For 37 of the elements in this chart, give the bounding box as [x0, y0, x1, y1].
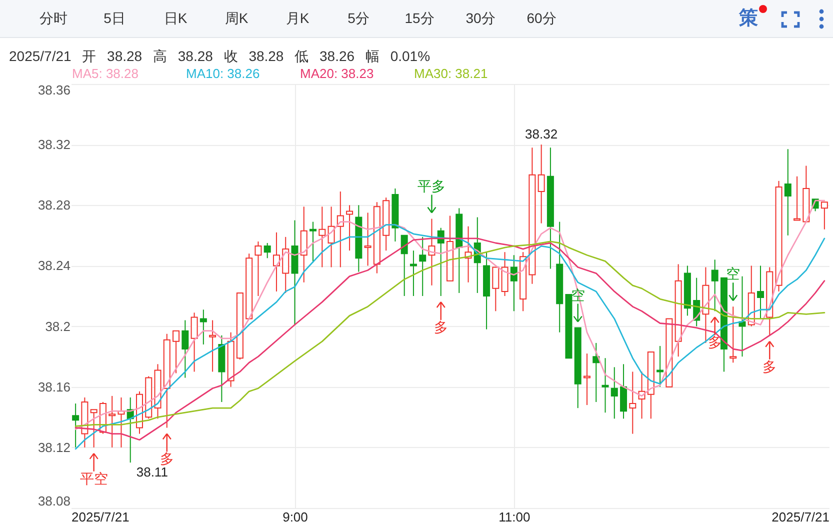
y-tick-label: 38.24: [38, 258, 70, 274]
x-tick-label: 9:00: [282, 510, 308, 524]
y-tick-label: 38.32: [38, 137, 70, 152]
annotation: 38.11: [136, 464, 168, 480]
y-tick-label: 38.08: [38, 494, 70, 508]
x-tick-label: 2025/7/21: [772, 510, 830, 524]
text: 15分: [404, 9, 436, 28]
text: 策: [739, 7, 758, 31]
text: 5分: [346, 9, 370, 28]
y-tick-label: 38.2: [45, 318, 70, 334]
x-tick-label: 2025/7/21: [72, 510, 130, 524]
text: 周K: [224, 9, 250, 28]
text: 分时: [38, 9, 68, 28]
annotation: 平空: [80, 470, 108, 486]
x-tick-label: 11:00: [498, 510, 530, 524]
chart-subtitle: 2025/7/21 开 38.28 高 38.28 收 38.28 低 38.26 幅 0.01%: [9, 47, 430, 65]
text: 日K: [162, 9, 188, 28]
text: 30分: [464, 9, 496, 28]
annotation: 多: [708, 334, 722, 350]
annotation: 多: [160, 450, 174, 467]
annotation: 38.32: [525, 126, 558, 142]
text: 60分: [526, 9, 558, 28]
y-tick-label: 38.36: [38, 82, 70, 98]
y-tick-label: 38.12: [38, 440, 70, 455]
y-tick-label: 38.16: [38, 379, 70, 394]
text: 月K: [284, 9, 310, 28]
annotation: 空: [570, 286, 585, 303]
annotation: 多: [762, 358, 777, 374]
y-tick-label: 38.28: [38, 198, 70, 213]
annotation: 多: [434, 319, 448, 335]
annotation: 空: [726, 266, 740, 282]
annotation: 平多: [418, 178, 446, 194]
text: 5日: [102, 9, 126, 28]
text: MA5: 38.28: [72, 66, 138, 81]
text: MA30: 38.21: [414, 66, 488, 81]
text: MA20: 38.23: [300, 66, 374, 81]
text: MA10: 38.26: [186, 66, 260, 81]
